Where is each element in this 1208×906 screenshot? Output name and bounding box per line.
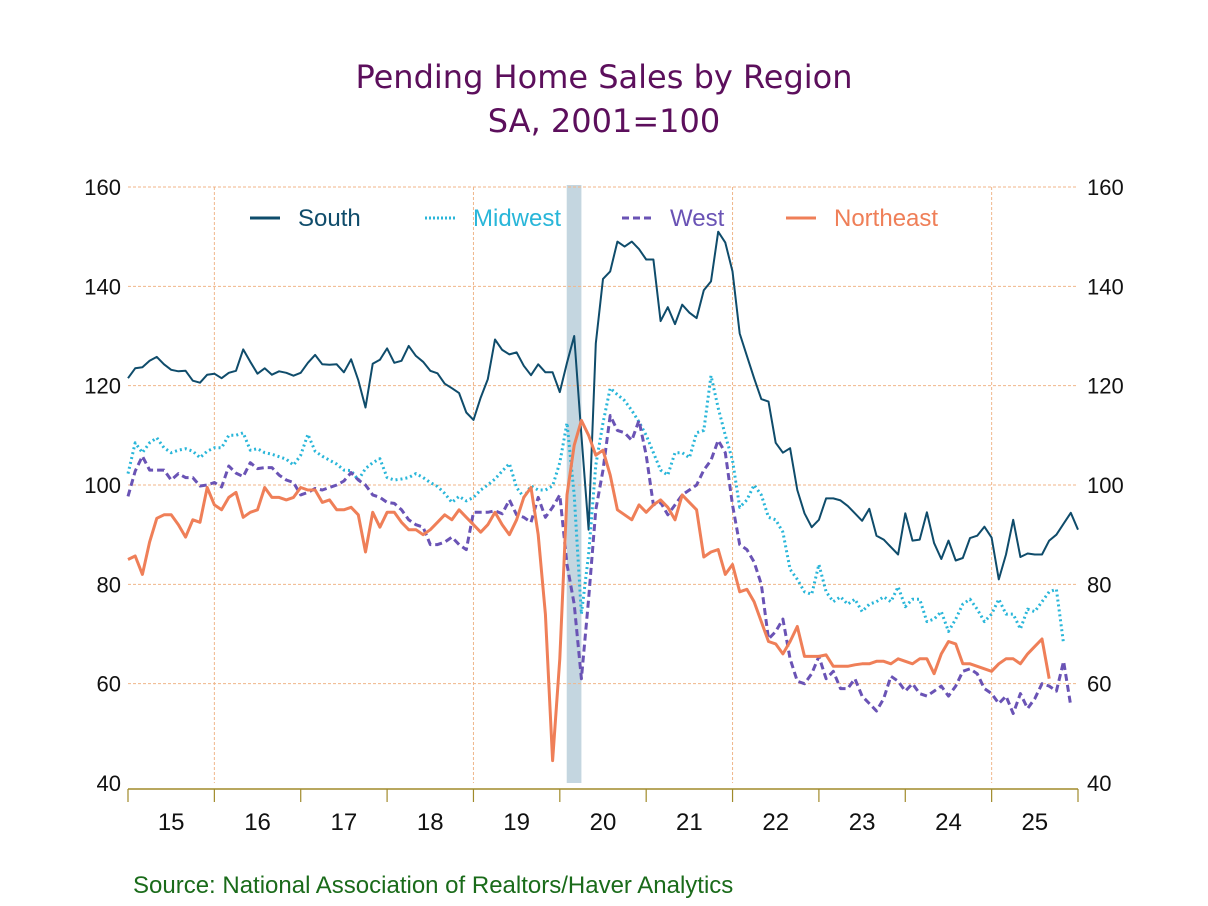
axes: 40 40 60 60 80 80 100 100 120 120 140 140 160 160 15 16… — [84, 175, 1123, 836]
legend: South Midwest West Northeast — [250, 205, 938, 232]
series-line-northeast — [127, 418, 1051, 763]
y-tick-label-right: 160 — [1087, 175, 1124, 200]
x-tick-label: 22 — [762, 809, 789, 836]
chart-subtitle: SA, 2001=100 — [487, 102, 721, 140]
y-tick-label-left: 140 — [84, 274, 121, 299]
y-tick-label-left: 80 — [97, 572, 121, 597]
gridlines — [128, 186, 1078, 783]
y-tick-label-left: 160 — [84, 175, 121, 200]
series-line-south — [127, 230, 1079, 581]
x-tick-label: 18 — [417, 809, 444, 836]
y-tick-label-left: 100 — [84, 473, 121, 498]
series-line-west — [126, 414, 1073, 715]
source-note: Source: National Association of Realtors… — [133, 872, 734, 899]
x-tick-label: 19 — [503, 809, 530, 836]
y-tick-label-right: 40 — [1087, 771, 1111, 796]
y-tick-label-right: 60 — [1087, 672, 1111, 697]
y-tick-label-right: 120 — [1087, 374, 1124, 399]
y-tick-label-left: 60 — [97, 672, 121, 697]
y-tick-label-right: 80 — [1087, 572, 1111, 597]
x-tick-label: 24 — [935, 809, 962, 836]
x-tick-label: 16 — [244, 809, 271, 836]
legend-label-midwest: Midwest — [473, 205, 561, 232]
x-tick-label: 17 — [331, 809, 358, 836]
y-tick-label-left: 120 — [84, 374, 121, 399]
y-tick-label-right: 140 — [1087, 274, 1124, 299]
legend-label-west: West — [670, 205, 725, 232]
x-tick-label: 15 — [158, 809, 185, 836]
legend-label-northeast: Northeast — [834, 205, 938, 232]
y-tick-label-right: 100 — [1087, 473, 1124, 498]
legend-label-south: South — [298, 205, 361, 232]
x-tick-label: 25 — [1021, 809, 1048, 836]
x-tick-label: 20 — [590, 809, 617, 836]
series-lines — [126, 230, 1079, 763]
x-tick-label: 23 — [849, 809, 876, 836]
y-tick-label-left: 40 — [97, 771, 121, 796]
chart-title: Pending Home Sales by Region — [355, 58, 853, 96]
x-tick-label: 21 — [676, 809, 703, 836]
series-line-midwest — [126, 374, 1066, 645]
